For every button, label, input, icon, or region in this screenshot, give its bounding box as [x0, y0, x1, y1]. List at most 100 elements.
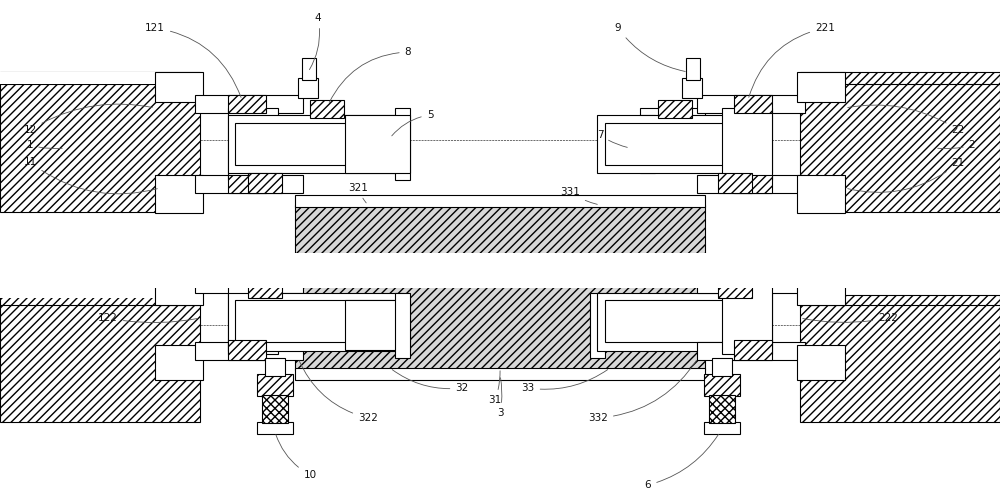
Bar [800, 72, 1000, 84]
Text: 22: 22 [848, 105, 965, 135]
Bar [658, 100, 692, 118]
Bar [0, 283, 200, 298]
Bar [597, 115, 772, 173]
Text: 332: 332 [588, 360, 696, 423]
Bar [295, 195, 705, 207]
Bar [0, 72, 200, 84]
Bar [640, 115, 655, 173]
Bar [228, 95, 266, 113]
Text: 321: 321 [348, 183, 368, 203]
Bar [248, 278, 282, 298]
Bar [704, 374, 740, 396]
Bar [345, 300, 410, 350]
Text: 7: 7 [597, 130, 627, 148]
Bar [295, 205, 705, 295]
Bar [697, 275, 805, 293]
Bar [228, 293, 403, 351]
Bar [718, 173, 752, 193]
Text: 33: 33 [521, 370, 608, 393]
Bar [195, 342, 303, 360]
Bar [345, 115, 410, 173]
Bar [734, 175, 772, 193]
Bar [235, 123, 395, 165]
Bar [155, 72, 203, 102]
Text: 10: 10 [276, 434, 317, 480]
Text: 21: 21 [848, 158, 965, 192]
Text: 12: 12 [23, 104, 152, 135]
Text: 221: 221 [749, 23, 835, 98]
Bar [800, 82, 1000, 212]
Text: 1: 1 [27, 140, 62, 150]
Bar [697, 342, 805, 360]
Bar [262, 395, 288, 423]
Bar [257, 422, 293, 434]
Bar [734, 340, 772, 360]
Bar [257, 374, 293, 396]
Bar [298, 78, 318, 98]
Bar [228, 115, 403, 173]
Bar [0, 82, 200, 212]
Bar [722, 108, 772, 180]
Bar [155, 345, 203, 380]
Bar [0, 302, 200, 422]
Bar [228, 175, 266, 193]
Bar [155, 175, 203, 213]
Bar [712, 358, 732, 376]
Bar [734, 95, 772, 113]
Bar [0, 253, 1000, 288]
Bar [295, 368, 705, 380]
Text: 11: 11 [23, 157, 157, 194]
Bar [597, 293, 772, 351]
Bar [395, 293, 410, 358]
Bar [797, 280, 845, 305]
Bar [797, 175, 845, 213]
Bar [395, 108, 410, 180]
Bar [310, 100, 344, 118]
Bar [195, 175, 303, 193]
Bar [590, 300, 655, 350]
Bar [800, 302, 1000, 422]
Bar [295, 285, 705, 370]
Text: 331: 331 [560, 187, 597, 204]
Bar [265, 358, 285, 376]
Text: 5: 5 [392, 110, 433, 136]
Bar [697, 175, 805, 193]
Bar [722, 286, 772, 354]
Text: 8: 8 [329, 47, 411, 102]
Text: 222: 222 [803, 313, 898, 323]
Bar [302, 58, 316, 80]
Bar [248, 173, 282, 193]
Bar [228, 340, 266, 360]
Bar [682, 78, 702, 98]
Bar [0, 295, 200, 305]
Bar [228, 108, 278, 180]
Text: 3: 3 [497, 378, 503, 418]
Bar [228, 286, 278, 354]
Text: 322: 322 [299, 360, 378, 423]
Bar [155, 280, 203, 305]
Text: 2: 2 [938, 140, 975, 150]
Bar [605, 123, 765, 165]
Bar [800, 295, 1000, 305]
Bar [797, 72, 845, 102]
Bar [797, 345, 845, 380]
Text: 32: 32 [392, 370, 469, 393]
Text: 6: 6 [645, 434, 719, 490]
Text: 121: 121 [145, 23, 241, 98]
Text: 4: 4 [309, 13, 321, 70]
Bar [686, 58, 700, 80]
Bar [195, 95, 303, 113]
Bar [605, 300, 765, 342]
Bar [697, 95, 805, 113]
Bar [0, 72, 200, 84]
Text: 122: 122 [98, 313, 197, 323]
Bar [704, 422, 740, 434]
Text: 9: 9 [615, 23, 685, 72]
Bar [640, 108, 705, 166]
Bar [709, 395, 735, 423]
Bar [195, 275, 303, 293]
Bar [718, 278, 752, 298]
Bar [590, 293, 605, 358]
Text: 31: 31 [488, 371, 502, 405]
Bar [235, 300, 395, 342]
